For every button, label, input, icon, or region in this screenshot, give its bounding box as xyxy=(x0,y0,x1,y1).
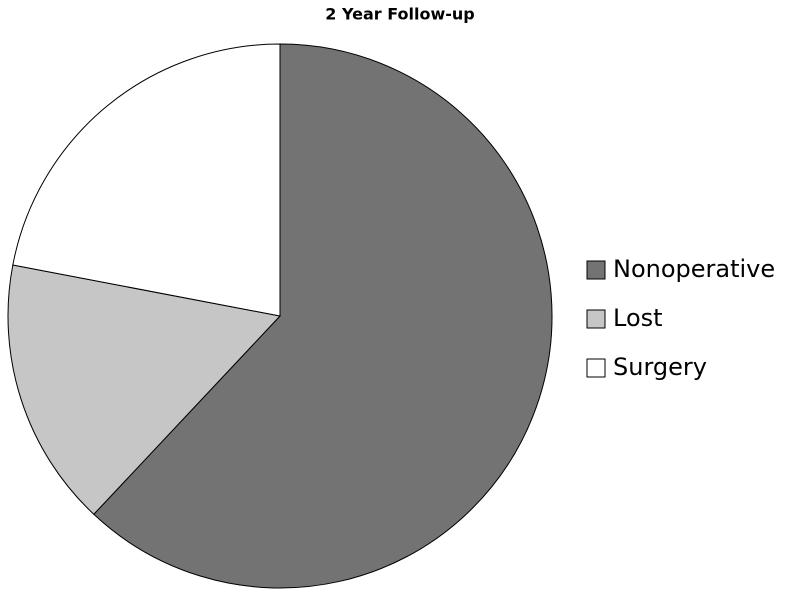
pie-slice xyxy=(7,264,281,515)
legend-swatch xyxy=(586,309,606,329)
legend-label: Surgery xyxy=(613,353,707,381)
legend-label: Lost xyxy=(613,304,663,332)
pie-slice xyxy=(93,43,553,589)
chart-title: 2 Year Follow-up xyxy=(325,5,474,24)
pie-slice xyxy=(12,43,281,317)
legend-swatch xyxy=(586,260,606,280)
legend-swatch xyxy=(586,358,606,378)
legend-label: Nonoperative xyxy=(613,255,775,283)
